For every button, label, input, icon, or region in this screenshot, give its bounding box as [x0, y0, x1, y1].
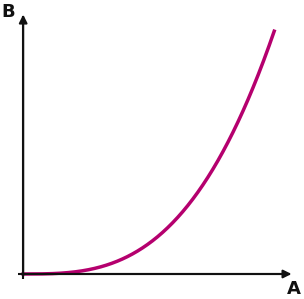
Text: A: A	[287, 280, 301, 298]
Text: B: B	[1, 3, 15, 21]
